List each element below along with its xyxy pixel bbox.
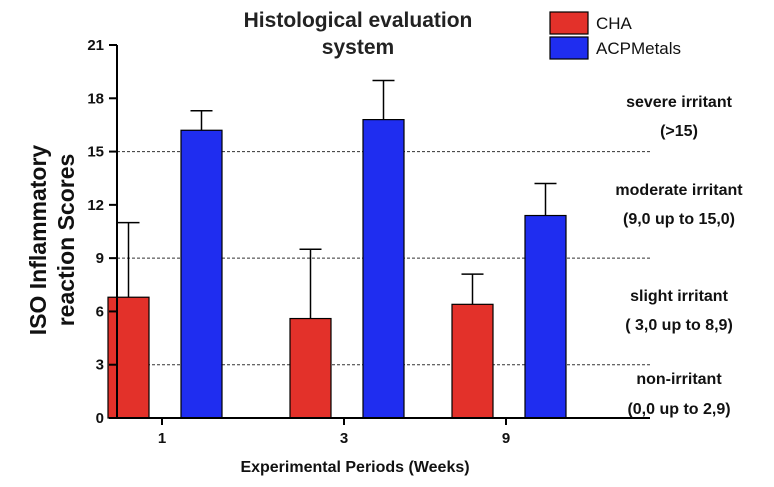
x-tick-label-9: 9 [502, 430, 510, 447]
legend-label-acpmetals: ACPMetals [596, 39, 681, 58]
legend: CHA ACPMetals [549, 11, 681, 60]
zone-label-2: slight irritant [630, 288, 728, 305]
x-tick-label-1: 1 [158, 430, 166, 447]
zone-range-3: (0,0 up to 2,9) [627, 401, 730, 418]
y-tick-label-18: 18 [87, 90, 104, 107]
y-tick-label-21: 21 [87, 37, 104, 54]
y-tick-label-15: 15 [87, 144, 104, 161]
bar-acpmetals-week-9 [524, 214, 567, 419]
legend-label-cha: CHA [596, 14, 633, 33]
zone-range-1: (9,0 up to 15,0) [623, 211, 735, 228]
x-axis-title: Experimental Periods (Weeks) [240, 459, 469, 476]
y-tick-label-6: 6 [96, 303, 104, 320]
y-axis-title-line-2: reaction Scores [53, 154, 79, 327]
zone-range-2: ( 3,0 up to 8,9) [625, 317, 733, 334]
y-axis-title-line-1: ISO Inflammatory [25, 145, 51, 336]
zone-label-3: non-irritant [636, 371, 722, 388]
legend-swatch-acpmetals [549, 36, 589, 60]
bar-acpmetals-week-1 [180, 129, 223, 419]
y-tick-label-3: 3 [96, 357, 104, 374]
y-tick-label-0: 0 [96, 410, 104, 427]
y-tick-label-9: 9 [96, 250, 104, 267]
legend-swatch-cha [549, 11, 589, 35]
chart-title-line-2: system [322, 36, 394, 59]
bar-acpmetals-week-3 [362, 118, 405, 419]
axes: 0 3 6 9 12 15 18 21 1 3 9 [87, 37, 650, 447]
y-tick-label-12: 12 [87, 197, 104, 214]
bar-cha-week-9 [451, 303, 494, 419]
zone-range-0: (>15) [660, 123, 698, 140]
zone-label-0: severe irritant [626, 94, 733, 111]
bars [107, 79, 567, 419]
zone-label-1: moderate irritant [615, 182, 743, 199]
chart-title-line-1: Histological evaluation [244, 9, 473, 32]
x-tick-label-3: 3 [340, 430, 348, 447]
bar-cha-week-3 [289, 317, 332, 419]
bar-cha-week-1 [107, 296, 150, 419]
zone-labels: severe irritant (>15) moderate irritant (9,… [615, 94, 743, 418]
